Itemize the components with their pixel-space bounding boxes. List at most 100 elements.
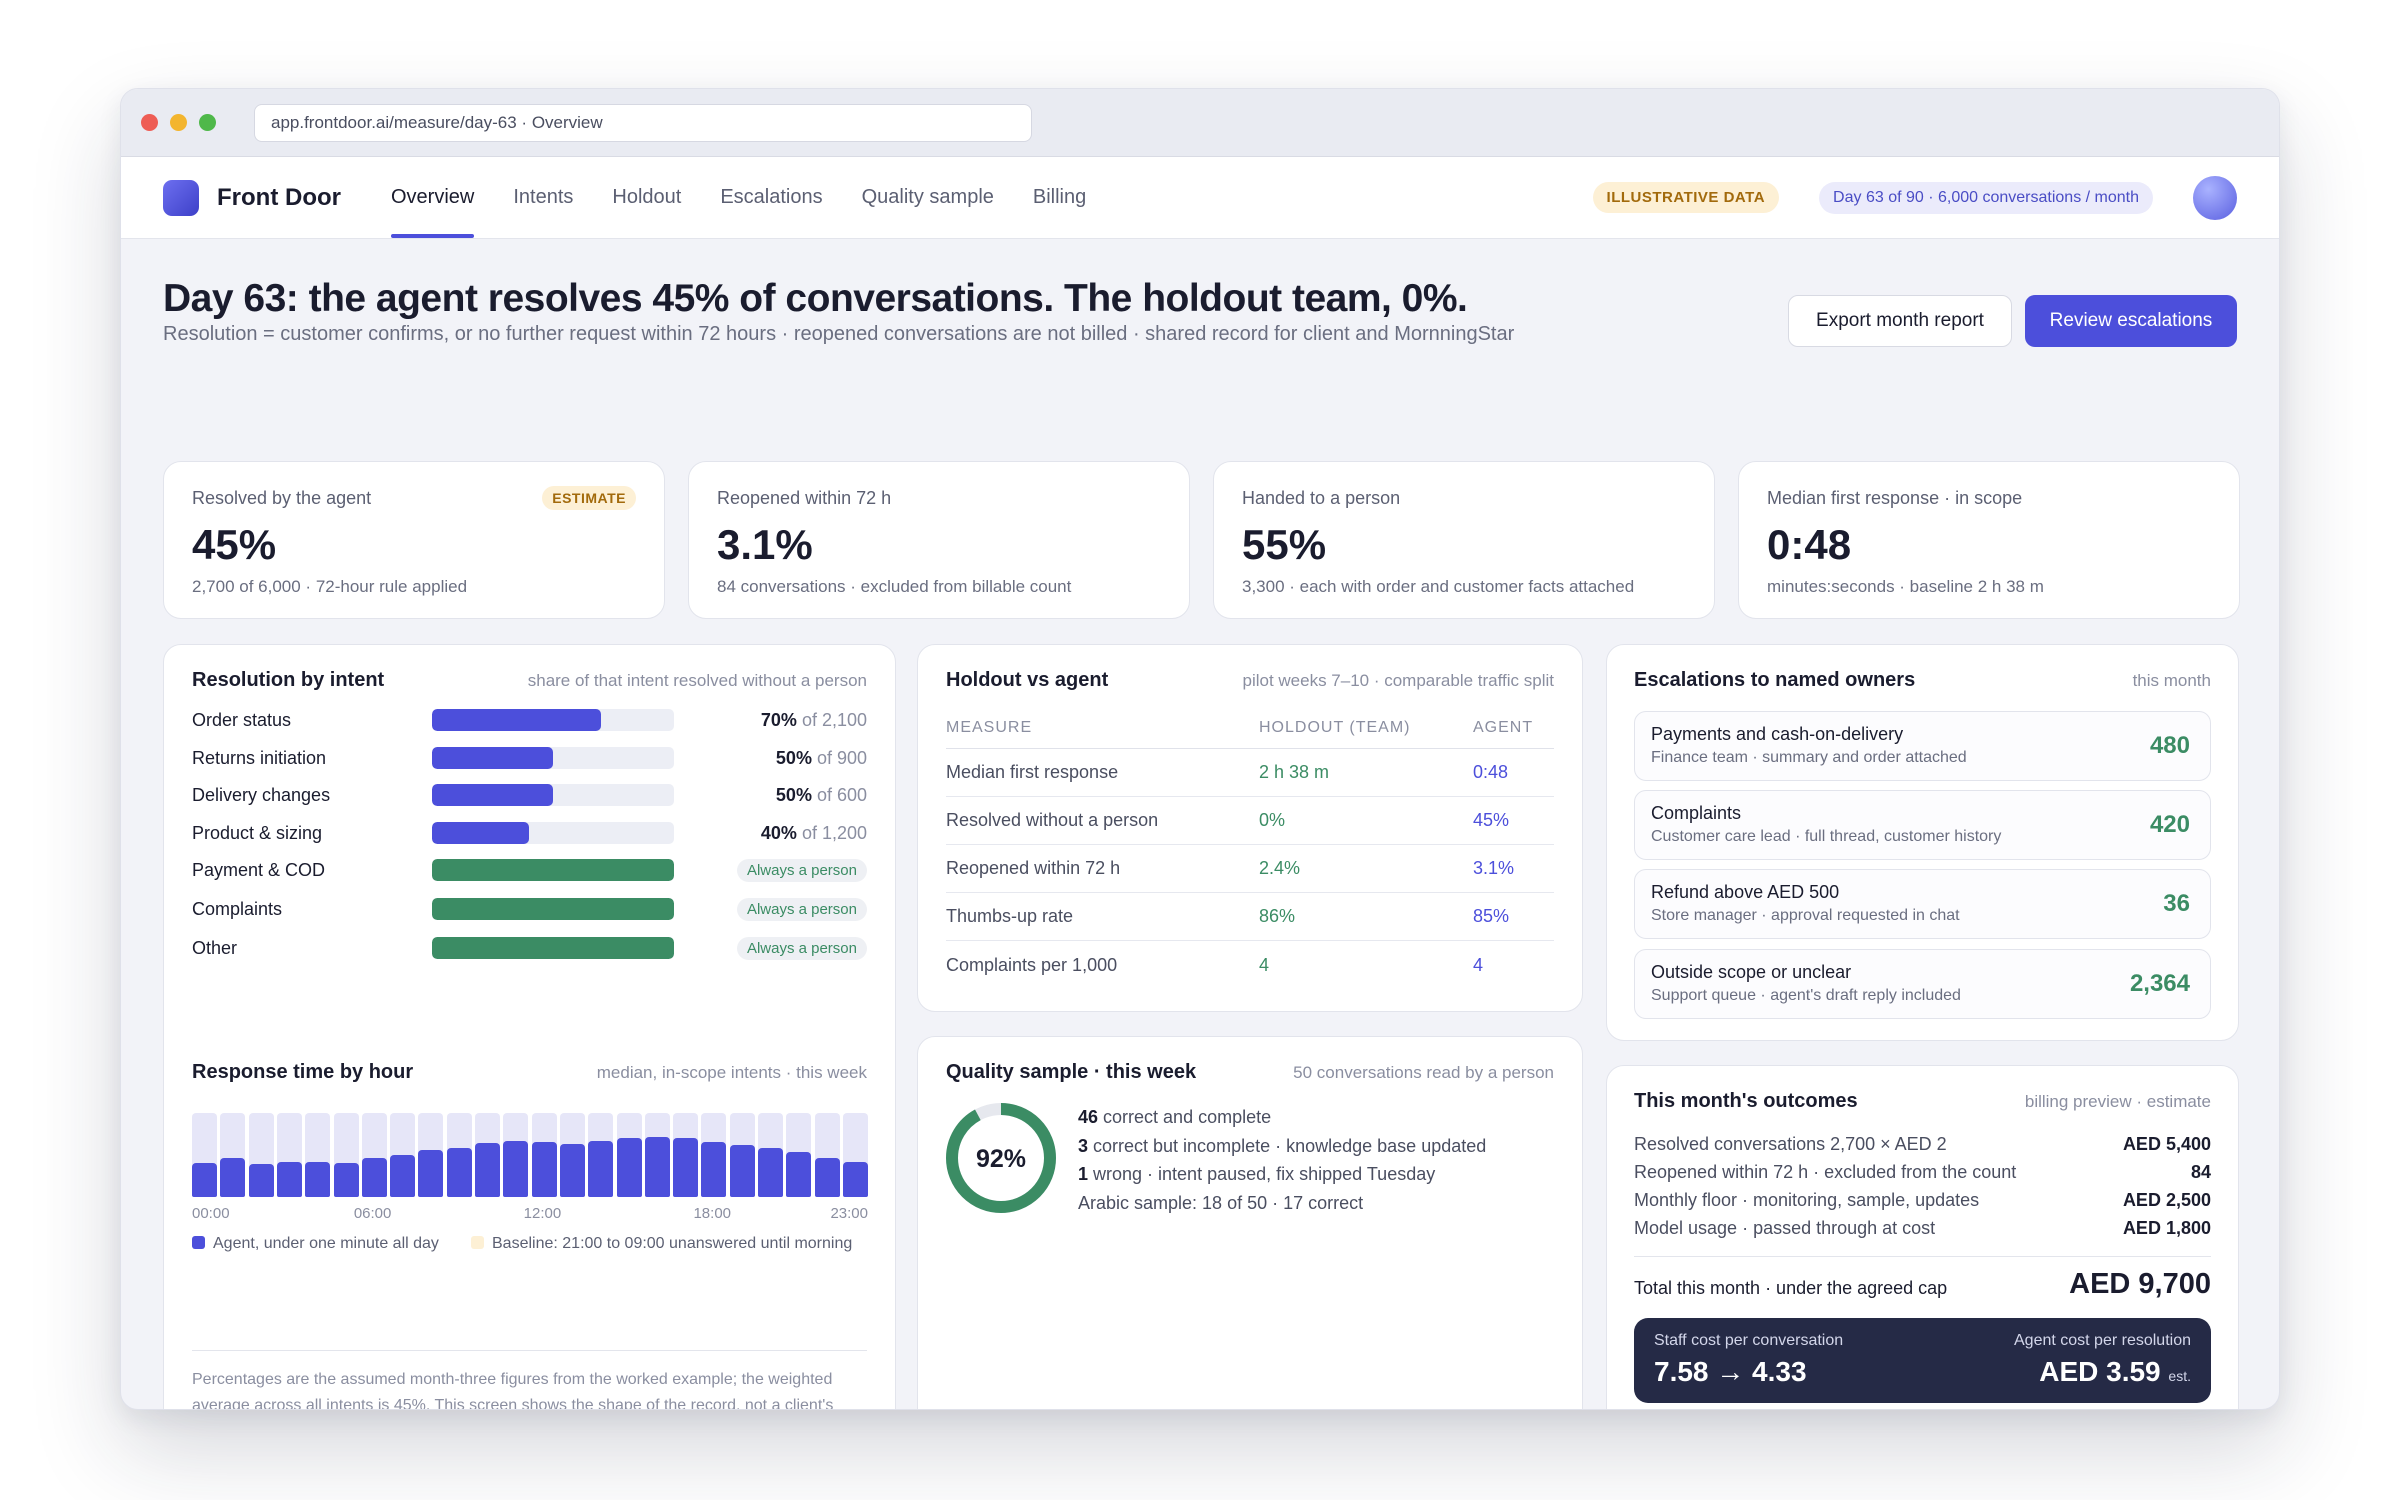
hour-column-14	[588, 1113, 614, 1197]
outcomes-card: This month's outcomes billing preview · …	[1606, 1065, 2239, 1409]
hour-column-16	[644, 1113, 670, 1197]
agent-bar-1	[220, 1157, 246, 1197]
intent-bar-track	[432, 709, 674, 731]
kpi-note: minutes:seconds · baseline 2 h 38 m	[1767, 577, 2044, 596]
tab-holdout[interactable]: Holdout	[612, 186, 682, 208]
intent-row[interactable]: Product & sizing 40% of 1,200	[192, 818, 867, 848]
kpi-card-handed: Handed to a person 55% 3,300 · each with…	[1213, 461, 1715, 619]
intent-bar-fill	[432, 859, 674, 881]
intent-bar-fill	[432, 747, 553, 769]
quality-text: wrong · intent paused, fix shipped Tuesd…	[1088, 1164, 1436, 1184]
hour-column-4	[305, 1113, 331, 1197]
tab-quality-sample[interactable]: Quality sample	[861, 186, 994, 208]
minimize-window-icon[interactable]	[170, 114, 187, 131]
hour-column-8	[418, 1113, 444, 1197]
quality-count: 1	[1078, 1164, 1089, 1184]
intent-row[interactable]: Complaints Always a person	[192, 894, 867, 924]
escalation-item[interactable]: Complaints Customer care lead · full thr…	[1634, 790, 2211, 860]
intent-row[interactable]: Other Always a person	[192, 933, 867, 963]
quality-line: 46 correct and complete	[1078, 1103, 1486, 1132]
kpi-card-resolved: Resolved by the agent ESTIMATE 45% 2,700…	[163, 461, 665, 619]
table-header: MEASURE HOLDOUT (TEAM) AGENT	[946, 707, 1554, 749]
intent-bar-track	[432, 822, 674, 844]
outcome-label: Resolved conversations 2,700 × AED 2	[1634, 1134, 1947, 1154]
escalation-title: Refund above AED 500	[1651, 882, 1840, 902]
outcome-value: AED 5,400	[2122, 1134, 2211, 1154]
agent-bar-20	[758, 1148, 784, 1197]
outcome-value: 84	[2190, 1162, 2211, 1182]
tab-overview[interactable]: Overview	[390, 157, 475, 238]
escalation-item[interactable]: Outside scope or unclear Support queue ·…	[1634, 949, 2211, 1019]
close-window-icon[interactable]	[141, 114, 158, 131]
outcome-row: Resolved conversations 2,700 × AED 2 AED …	[1634, 1134, 2211, 1155]
intent-pct: 50%	[775, 747, 812, 768]
kpi-card-first-response: Median first response · in scope 0:48 mi…	[1738, 461, 2240, 619]
maximize-window-icon[interactable]	[199, 114, 216, 131]
kpi-label: Median first response · in scope	[1767, 488, 2023, 508]
hour-column-5	[333, 1113, 359, 1197]
total-value: AED 9,700	[2069, 1268, 2211, 1300]
kpi-note: 3,300 · each with order and customer fac…	[1242, 577, 1635, 596]
escalations-subtitle: this month	[2132, 671, 2211, 690]
histogram-tick-label: 18:00	[693, 1205, 732, 1222]
intent-row[interactable]: Order status 70% of 2,100	[192, 705, 867, 735]
escalation-detail: Finance team · summary and order attache…	[1651, 749, 1967, 766]
intent-row[interactable]: Delivery changes 50% of 600	[192, 780, 867, 810]
brand-name[interactable]: Front Door	[217, 183, 341, 211]
quality-line: Arabic sample: 18 of 50 · 17 correct	[1078, 1189, 1486, 1218]
browser-window: app.frontdoor.ai/measure/day-63 · Overvi…	[120, 88, 2280, 1410]
legend-agent: Agent, under one minute all day	[192, 1233, 452, 1254]
escalation-item[interactable]: Refund above AED 500 Store manager · app…	[1634, 869, 2211, 939]
resolution-subtitle: share of that intent resolved without a …	[527, 671, 867, 690]
legend-baseline: Baseline: 21:00 to 09:00 unanswered unti…	[471, 1233, 871, 1254]
histogram-tick-label: 23:00	[830, 1205, 868, 1222]
intent-bar-fill	[432, 709, 602, 731]
intent-bar-track	[432, 859, 674, 881]
intent-bar-track	[432, 747, 674, 769]
outcome-label: Monthly floor · monitoring, sample, upda…	[1634, 1190, 1980, 1210]
tab-billing[interactable]: Billing	[1032, 186, 1087, 208]
quality-card: Quality sample · this week 50 conversati…	[917, 1036, 1583, 1409]
hour-column-21	[786, 1113, 812, 1197]
user-avatar[interactable]	[2193, 175, 2237, 220]
intent-total: of 600	[811, 784, 867, 805]
hour-column-3	[276, 1113, 302, 1197]
tab-escalations[interactable]: Escalations	[720, 186, 823, 208]
escalation-item[interactable]: Payments and cash-on-delivery Finance te…	[1634, 711, 2211, 781]
cell-holdout: 2 h 38 m	[1259, 762, 1330, 782]
outcome-value: AED 2,500	[2122, 1190, 2211, 1210]
intent-row[interactable]: Payment & COD Always a person	[192, 855, 867, 885]
agent-cost-value-wrap: AED 3.59 est.	[2039, 1356, 2191, 1388]
intent-bar-fill	[432, 937, 674, 959]
escalation-detail: Store manager · approval requested in ch…	[1651, 907, 1960, 924]
staff-cost-label: Staff cost per conversation	[1654, 1332, 1844, 1349]
escalation-title: Outside scope or unclear	[1651, 962, 1852, 982]
tab-intents[interactable]: Intents	[513, 186, 574, 208]
response-time-title: Response time by hour	[192, 1061, 414, 1083]
table-row: Reopened within 72 h 2.4% 3.1%	[946, 845, 1554, 893]
col-agent: AGENT	[1473, 718, 1534, 736]
legend-swatch-baseline	[471, 1236, 484, 1249]
intent-value: 50% of 600	[776, 785, 867, 806]
address-bar[interactable]: app.frontdoor.ai/measure/day-63 · Overvi…	[254, 103, 1032, 142]
holdout-table: MEASURE HOLDOUT (TEAM) AGENT Median firs…	[946, 707, 1554, 989]
hour-column-7	[390, 1113, 416, 1197]
donut-label: 92%	[976, 1145, 1026, 1173]
agent-bar-4	[305, 1161, 331, 1197]
intent-row[interactable]: Returns initiation 50% of 900	[192, 743, 867, 773]
response-time-histogram	[192, 1113, 868, 1197]
outcome-row: Monthly floor · monitoring, sample, upda…	[1634, 1190, 2211, 1211]
review-escalations-button[interactable]: Review escalations	[2025, 295, 2237, 347]
intent-pct: 70%	[760, 709, 797, 730]
escalation-title: Payments and cash-on-delivery	[1651, 724, 1904, 744]
donut-arc	[946, 1103, 1056, 1213]
export-month-report-button[interactable]: Export month report	[1788, 295, 2012, 347]
agent-bar-10	[475, 1143, 501, 1197]
divider	[192, 1350, 867, 1351]
agent-bar-21	[786, 1151, 812, 1197]
legend-agent-label: Agent, under one minute all day	[213, 1235, 439, 1252]
hour-column-12	[531, 1113, 557, 1197]
kpi-value: 3.1%	[717, 521, 813, 568]
brand-logo-icon[interactable]	[163, 179, 199, 216]
kpi-card-reopened: Reopened within 72 h 3.1% 84 conversatio…	[688, 461, 1190, 619]
